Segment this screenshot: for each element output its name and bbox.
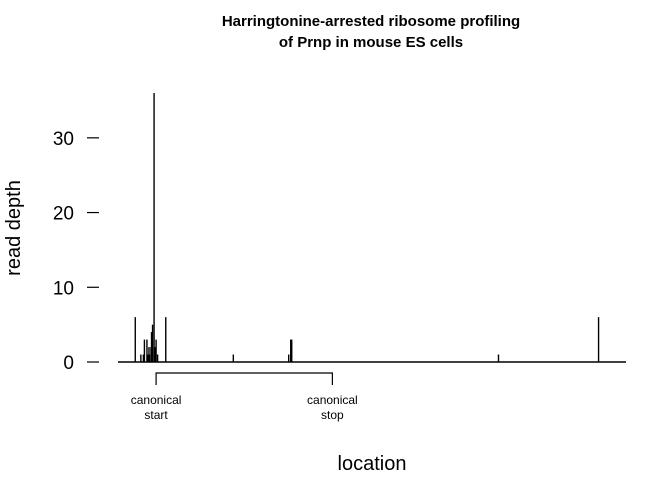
canonical-start-label-line-1: canonical	[131, 393, 182, 407]
y-tick-label: 10	[53, 278, 74, 299]
y-axis: 0 10 20 30	[53, 129, 99, 374]
chart-title-line-2: of Prnp in mouse ES cells	[279, 34, 463, 51]
y-tick-label: 0	[63, 353, 74, 374]
x-axis-label: location	[338, 453, 407, 475]
chart-title-line-1: Harringtonine-arrested ribosome profilin…	[222, 13, 520, 30]
y-axis-label: read depth	[3, 180, 25, 276]
canonical-stop-label-line-1: canonical	[307, 393, 358, 407]
y-tick-label: 20	[53, 204, 74, 225]
data-bars	[134, 93, 600, 362]
y-tick-label: 30	[53, 129, 74, 150]
canonical-start-label-line-2: start	[144, 408, 168, 422]
canonical-stop-label-line-2: stop	[321, 408, 344, 422]
cds-bracket-line	[155, 372, 333, 385]
